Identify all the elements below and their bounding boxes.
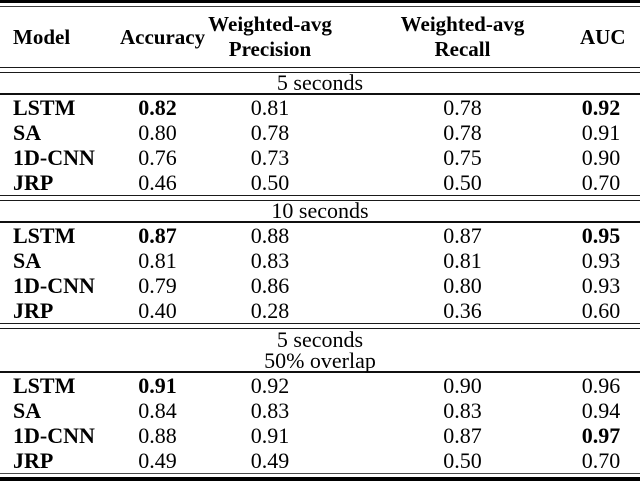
cell-precision: 0.73 xyxy=(250,145,290,170)
top-thin-rule xyxy=(0,5,640,7)
cell-accuracy: 0.46 xyxy=(138,170,177,195)
cell-recall: 0.83 xyxy=(443,398,482,423)
section-title-line1: 5 seconds xyxy=(276,327,364,352)
header-weighted-avg-recall: Weighted-avg Recall xyxy=(345,12,580,62)
cell-recall: 0.36 xyxy=(443,298,482,323)
table-row: SA 0.80 0.78 0.78 0.91 xyxy=(0,120,640,145)
table-row: SA 0.84 0.83 0.83 0.94 xyxy=(0,398,640,423)
cell-auc: 0.95 xyxy=(581,223,621,248)
table-row: JRP 0.49 0.49 0.50 0.70 xyxy=(0,448,640,473)
cell-recall: 0.87 xyxy=(443,223,482,248)
cell-precision: 0.50 xyxy=(250,170,290,195)
cell-precision: 0.86 xyxy=(250,273,290,298)
cell-precision: 0.91 xyxy=(250,423,290,448)
cell-precision: 0.81 xyxy=(250,95,290,120)
table-row: JRP 0.40 0.28 0.36 0.60 xyxy=(0,298,640,323)
cell-accuracy: 0.76 xyxy=(138,145,177,170)
table-row: 1D-CNN 0.79 0.86 0.80 0.93 xyxy=(0,273,640,298)
table-row: JRP 0.46 0.50 0.50 0.70 xyxy=(0,170,640,195)
cell-auc: 0.90 xyxy=(581,145,621,170)
cell-accuracy: 0.79 xyxy=(138,273,177,298)
section-divider xyxy=(0,195,640,201)
model-name: SA xyxy=(13,248,42,273)
cell-recall: 0.50 xyxy=(443,448,482,473)
cell-precision: 0.88 xyxy=(250,223,290,248)
cell-auc: 0.93 xyxy=(581,273,621,298)
cell-recall: 0.78 xyxy=(443,95,482,120)
cell-precision: 0.28 xyxy=(250,298,290,323)
table-row: 1D-CNN 0.88 0.91 0.87 0.97 xyxy=(0,423,640,448)
cell-auc: 0.92 xyxy=(581,95,621,120)
cell-precision: 0.83 xyxy=(250,248,290,273)
section-rule xyxy=(0,93,640,95)
cell-recall: 0.50 xyxy=(443,170,482,195)
cell-accuracy: 0.80 xyxy=(138,120,177,145)
cell-accuracy: 0.88 xyxy=(138,423,177,448)
cell-accuracy: 0.84 xyxy=(138,398,177,423)
cell-recall: 0.90 xyxy=(443,373,482,398)
cell-auc: 0.60 xyxy=(581,298,621,323)
model-name: 1D-CNN xyxy=(13,423,95,448)
cell-precision: 0.78 xyxy=(250,120,290,145)
header-precision-line2: Precision xyxy=(228,37,312,61)
table-row: 1D-CNN 0.76 0.73 0.75 0.90 xyxy=(0,145,640,170)
model-name: JRP xyxy=(13,448,54,473)
section-divider xyxy=(0,323,640,329)
cell-precision: 0.83 xyxy=(250,398,290,423)
model-name: SA xyxy=(13,398,42,423)
cell-precision: 0.92 xyxy=(250,373,290,398)
model-name: LSTM xyxy=(13,373,76,398)
cell-auc: 0.97 xyxy=(581,423,621,448)
cell-auc: 0.93 xyxy=(581,248,621,273)
table-header-row: Model Accuracy Weighted-avg Precision We… xyxy=(0,7,640,67)
table-row: LSTM 0.87 0.88 0.87 0.95 xyxy=(0,223,640,248)
section-rule xyxy=(0,371,640,373)
header-accuracy: Accuracy xyxy=(120,24,206,49)
model-name: 1D-CNN xyxy=(13,145,95,170)
header-weighted-avg-precision: Weighted-avg Precision xyxy=(195,12,345,62)
cell-recall: 0.78 xyxy=(443,120,482,145)
header-recall-line2: Recall xyxy=(434,37,491,61)
cell-accuracy: 0.91 xyxy=(138,373,177,398)
model-name: 1D-CNN xyxy=(13,273,95,298)
header-precision-line1: Weighted-avg xyxy=(208,12,332,36)
cell-accuracy: 0.40 xyxy=(138,298,177,323)
cell-auc: 0.91 xyxy=(581,120,621,145)
model-name: JRP xyxy=(13,298,54,323)
bottom-thin-rule xyxy=(0,473,640,475)
section-divider xyxy=(0,67,640,73)
model-name: LSTM xyxy=(13,223,76,248)
table-row: SA 0.81 0.83 0.81 0.93 xyxy=(0,248,640,273)
bottom-thick-rule xyxy=(0,477,640,481)
section-rule xyxy=(0,221,640,223)
section-title-10-seconds: 10 seconds xyxy=(271,198,369,223)
model-name: JRP xyxy=(13,170,54,195)
header-model: Model xyxy=(13,24,71,49)
cell-recall: 0.80 xyxy=(443,273,482,298)
cell-auc: 0.96 xyxy=(581,373,621,398)
table-row: LSTM 0.82 0.81 0.78 0.92 xyxy=(0,95,640,120)
cell-precision: 0.49 xyxy=(250,448,290,473)
section-title-5-seconds: 5 seconds xyxy=(276,70,364,95)
cell-accuracy: 0.87 xyxy=(138,223,177,248)
cell-accuracy: 0.49 xyxy=(138,448,177,473)
table-row: LSTM 0.91 0.92 0.90 0.96 xyxy=(0,373,640,398)
cell-recall: 0.87 xyxy=(443,423,482,448)
header-auc: AUC xyxy=(580,24,626,49)
cell-accuracy: 0.82 xyxy=(138,95,177,120)
cell-accuracy: 0.81 xyxy=(138,248,177,273)
top-thick-rule xyxy=(0,0,640,3)
model-name: LSTM xyxy=(13,95,76,120)
header-recall-line1: Weighted-avg xyxy=(400,12,525,36)
cell-recall: 0.81 xyxy=(443,248,482,273)
cell-auc: 0.70 xyxy=(581,448,621,473)
cell-auc: 0.70 xyxy=(581,170,621,195)
cell-recall: 0.75 xyxy=(443,145,482,170)
section-title-5-seconds-50-overlap: 5 seconds 50% overlap xyxy=(0,327,640,373)
model-name: SA xyxy=(13,120,42,145)
cell-auc: 0.94 xyxy=(581,398,621,423)
section-title-line2: 50% overlap xyxy=(264,348,376,373)
